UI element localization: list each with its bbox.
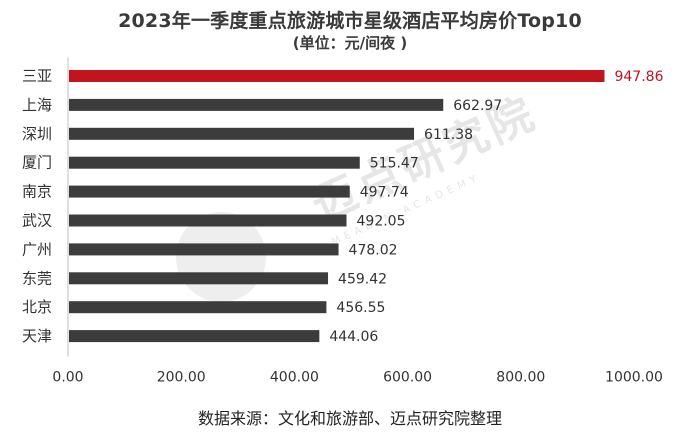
x-tick-label: 200.00 [157,370,206,386]
chart-title: 2023年一季度重点旅游城市星级酒店平均房价Top10 [118,10,582,32]
x-tick-label: 0.00 [52,370,83,386]
bar-value-label: 444.06 [329,329,378,345]
category-label: 天津 [22,327,52,345]
x-tick-label: 1000.00 [605,370,663,386]
bar [69,330,320,343]
bar-value-label: 456.55 [336,300,385,316]
category-label: 三亚 [22,67,52,85]
watermark-logo [176,212,266,302]
chart-subtitle: (单位：元/间夜 ) [292,34,408,52]
category-label: 南京 [22,183,52,201]
category-label: 东莞 [22,269,52,287]
bar [69,185,350,198]
bar-value-label: 662.97 [453,98,502,114]
category-label: 北京 [22,298,52,316]
bar [69,70,605,82]
bar [69,214,347,227]
bar [69,156,360,169]
bar-value-label: 497.74 [360,185,409,201]
x-tick-label: 600.00 [383,370,432,386]
x-tick-label: 400.00 [270,370,319,386]
x-tick-label: 800.00 [496,370,545,386]
bar-value-label: 947.86 [614,69,663,85]
category-label: 上海 [22,96,52,114]
bar [69,301,327,314]
category-label: 广州 [22,240,52,258]
bar [69,272,329,285]
bar [69,98,444,111]
category-label: 武汉 [22,212,52,230]
category-label: 深圳 [22,125,52,143]
bar-value-label: 478.02 [349,242,398,258]
data-source-note: 数据来源：文化和旅游部、迈点研究院整理 [197,409,502,428]
bar [69,243,339,256]
category-label: 厦门 [22,154,52,172]
bar-value-label: 611.38 [424,127,473,143]
bar-value-label: 459.42 [338,271,387,287]
bar [69,127,415,140]
bar-value-label: 492.05 [357,214,406,230]
bar-value-label: 515.47 [370,156,419,172]
